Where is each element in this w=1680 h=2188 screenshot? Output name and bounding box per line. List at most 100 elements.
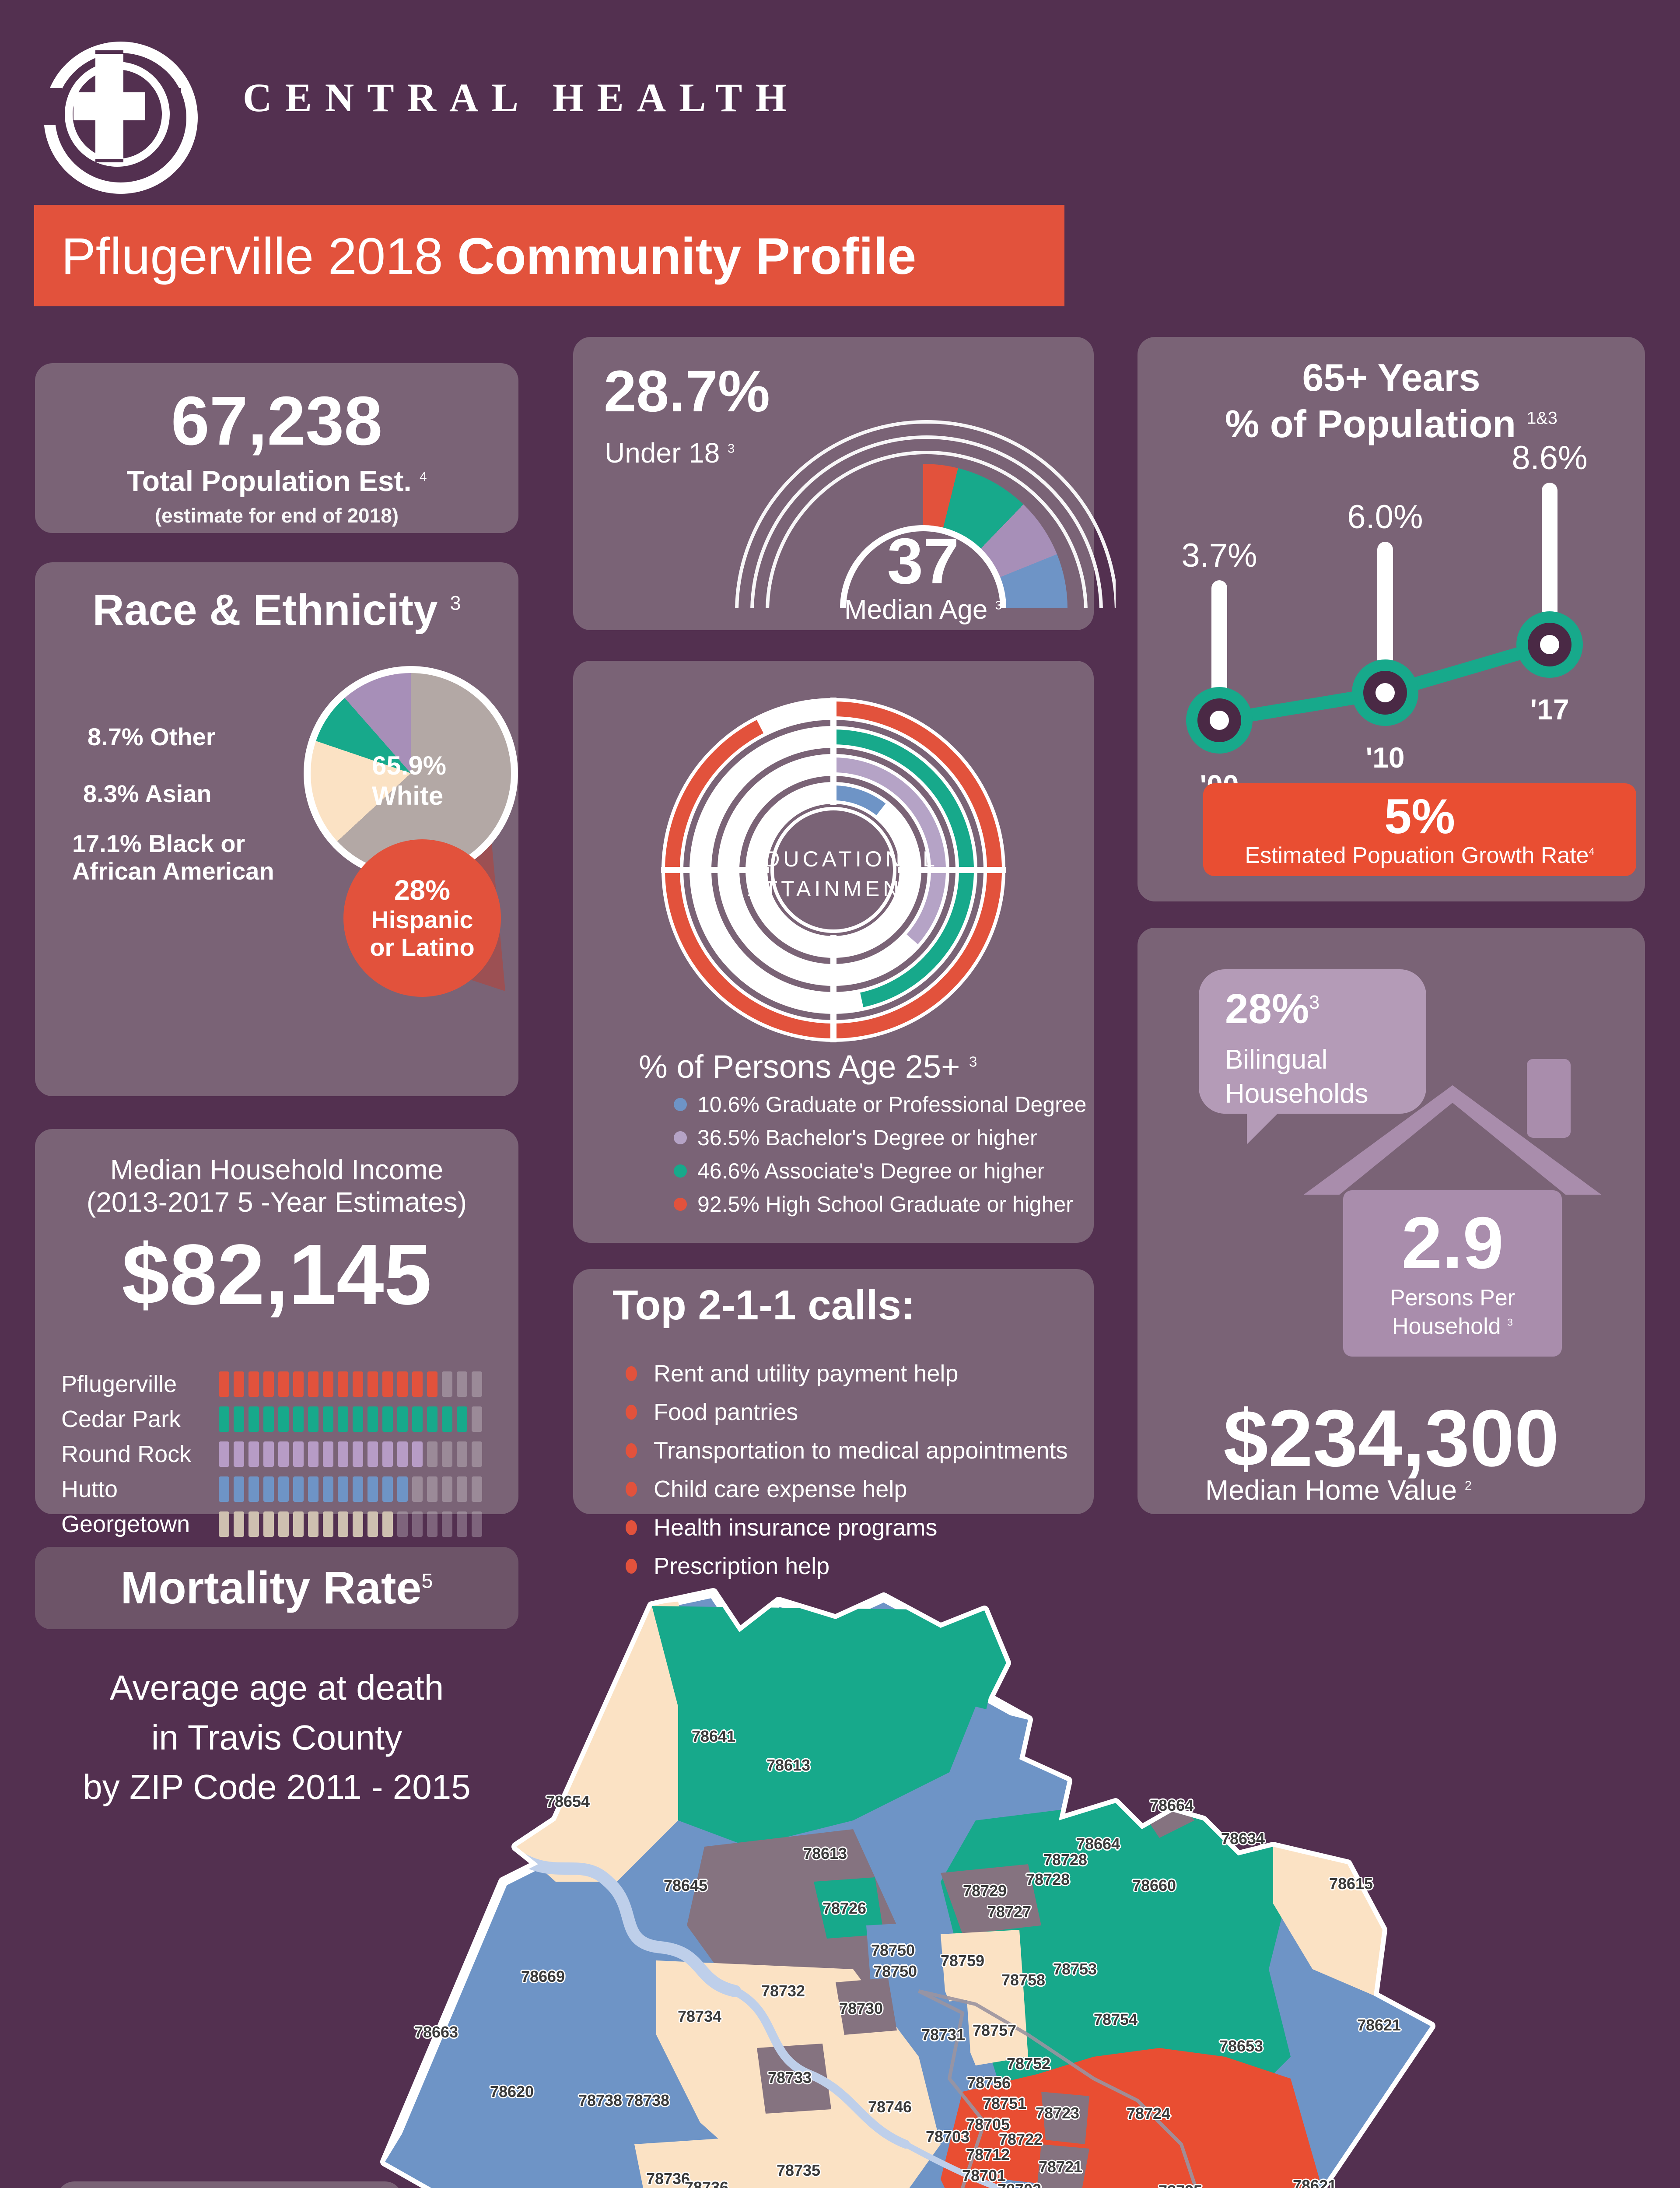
zip-label: 78753 xyxy=(1053,1960,1097,1978)
bilingual-speech-bubble: 28%3 Bilingual Households xyxy=(1199,969,1426,1144)
median-income-panel: Median Household Income (2013-2017 5 -Ye… xyxy=(35,1129,518,1537)
top-211-calls-panel: Top 2-1-1 calls: Rent and utility paymen… xyxy=(573,1269,1094,1579)
zip-label: 78620 xyxy=(490,2083,534,2100)
race-white-slice-label: 65.9% White xyxy=(372,751,447,810)
bullet-icon xyxy=(626,1405,637,1420)
page-title: Pflugerville 2018 Community Profile xyxy=(61,228,917,285)
call-list-item: Transportation to medical appointments xyxy=(626,1437,1068,1464)
zip-label: 78734 xyxy=(677,2007,722,2025)
house-icon: 2.9 Persons Per Household 3 xyxy=(1343,1190,1562,1357)
income-title-line1: Median Household Income xyxy=(110,1154,444,1185)
map-legend: Lakes & Rivers City of Austin Boundary 7… xyxy=(57,2181,402,2188)
income-bar-row: Cedar Park xyxy=(61,1406,501,1433)
under18-value: 28.7% xyxy=(604,359,770,424)
zip-label: 78613 xyxy=(803,1844,847,1862)
population-subnote: (estimate for end of 2018) xyxy=(154,504,399,527)
income-value: $82,145 xyxy=(122,1227,432,1322)
median-age-value: 37 xyxy=(887,525,959,597)
call-list-item: Child care expense help xyxy=(626,1476,1068,1503)
hispanic-circle: 28% Hispanic or Latino xyxy=(343,839,501,997)
calls-title: Top 2-1-1 calls: xyxy=(612,1282,915,1329)
persons-per-household-value: 2.9 xyxy=(1401,1202,1504,1284)
median-age-label: Median Age xyxy=(844,595,988,625)
race-ethnicity-panel: Race & Ethnicity 3 8.7% Other 8.3% Asian… xyxy=(35,562,518,1096)
zip-label: 78725 xyxy=(1158,2182,1202,2188)
zip-label: 78746 xyxy=(868,2098,912,2116)
zip-label: 78663 xyxy=(414,2023,458,2041)
education-panel: EDUCATIONAL ATTAINMENT % of Persons Age 2… xyxy=(573,661,1094,1243)
zip-label: 78729 xyxy=(962,1882,1007,1900)
zip-label: 78752 xyxy=(1006,2055,1051,2072)
education-legend: 10.6% Graduate or Professional Degree 36… xyxy=(674,1092,1086,1225)
zip-label: 78621 xyxy=(1357,2016,1401,2034)
lake-austin xyxy=(731,1987,910,2149)
zip-label: 78750 xyxy=(871,1941,915,1959)
zip-label: 78751 xyxy=(982,2094,1027,2112)
zip-label: 78728 xyxy=(1026,1870,1070,1888)
title-banner: Pflugerville 2018 Community Profile xyxy=(34,205,1064,306)
zip-label: 78703 xyxy=(925,2128,970,2146)
call-list-item: Prescription help xyxy=(626,1553,1068,1580)
zip-label: 78738 xyxy=(578,2091,623,2109)
colorado-river xyxy=(903,2141,1294,2188)
seniors-title-line2: % of Population xyxy=(1225,402,1516,445)
zip-label: 78727 xyxy=(987,1903,1032,1921)
zip-label: 78705 xyxy=(966,2115,1010,2133)
zip-label: 78669 xyxy=(521,1967,565,1985)
age-gauge-chart xyxy=(731,416,1116,608)
education-legend-item: 36.5% Bachelor's Degree or higher xyxy=(674,1125,1086,1150)
call-list-item: Health insurance programs xyxy=(626,1514,1068,1541)
education-legend-item: 46.6% Associate's Degree or higher xyxy=(674,1158,1086,1184)
income-bar-chart: Pflugerville Cedar Park Round Rock Hutto… xyxy=(61,1371,501,1546)
bullet-icon xyxy=(626,1366,637,1381)
income-bar-row: Round Rock xyxy=(61,1441,501,1468)
zip-label: 78702 xyxy=(998,2181,1041,2188)
travis-county-choropleth-map: 78641 78613 78613 78654 78664 78664 78634 78728… xyxy=(372,1575,1444,2188)
austin-city-boundary xyxy=(918,1989,1205,2188)
zip-label: 78759 xyxy=(940,1952,985,1970)
zip-label: 78757 xyxy=(972,2021,1017,2039)
zip-label: 78738 xyxy=(625,2091,670,2109)
zip-label: 78750 xyxy=(873,1962,917,1980)
education-legend-item: 10.6% Graduate or Professional Degree xyxy=(674,1092,1086,1117)
legend-dot-icon xyxy=(674,1164,687,1178)
race-label-black: 17.1% Black or African American xyxy=(72,830,274,885)
brand-name: CENTRAL HEALTH xyxy=(243,75,800,120)
zip-label: 78654 xyxy=(546,1792,590,1810)
call-list-item: Rent and utility payment help xyxy=(626,1360,1068,1387)
zip-label: 78731 xyxy=(921,2026,966,2044)
median-home-value: $234,300 xyxy=(1223,1393,1559,1483)
zip-label: 78735 xyxy=(776,2161,821,2179)
growth-rate-callout: 5% Estimated Popuation Growth Rate4 xyxy=(1203,783,1636,876)
zip-label: 78723 xyxy=(1035,2104,1080,2122)
bullet-icon xyxy=(626,1482,637,1497)
zip-label: 78621 xyxy=(1292,2177,1337,2188)
population-value: 67,238 xyxy=(171,382,383,459)
zip-label: 78645 xyxy=(663,1876,708,1894)
race-title: Race & Ethnicity xyxy=(92,586,438,635)
zip-label: 78721 xyxy=(1038,2158,1083,2176)
bullet-icon xyxy=(626,1559,637,1574)
zip-label: 78701 xyxy=(962,2167,1006,2184)
zip-label: 78733 xyxy=(767,2069,812,2086)
zip-label: 78660 xyxy=(1132,1876,1176,1894)
education-subtitle: % of Persons Age 25+ xyxy=(639,1048,960,1085)
legend-dot-icon xyxy=(674,1198,687,1211)
zip-label: 78712 xyxy=(966,2146,1010,2163)
call-list-item: Food pantries xyxy=(626,1399,1068,1426)
zip-label: 78754 xyxy=(1093,2010,1138,2028)
zip-label: 78641 xyxy=(691,1727,736,1745)
mortality-rate-header: Mortality Rate5 xyxy=(35,1547,518,1629)
zip-color-regions xyxy=(385,1602,1431,2188)
zip-label: 78736 xyxy=(646,2170,690,2188)
zip-label: 78615 xyxy=(1329,1875,1373,1893)
race-label-other: 8.7% Other xyxy=(88,723,216,750)
total-population-panel: 67,238 Total Population Est. 4 (estimate… xyxy=(35,363,518,533)
zip-label: 78726 xyxy=(822,1899,867,1917)
median-age-panel: 28.7% Under 18 3 37 Median Age 3 xyxy=(573,337,1116,630)
bullet-icon xyxy=(626,1443,637,1458)
seniors-panel: 65+ Years % of Population 1&3 3.7% '00 6… xyxy=(1138,337,1645,901)
zip-label: 78756 xyxy=(966,2074,1011,2092)
education-rings-chart xyxy=(661,698,1006,1042)
income-bar-row: Pflugerville xyxy=(61,1371,501,1398)
